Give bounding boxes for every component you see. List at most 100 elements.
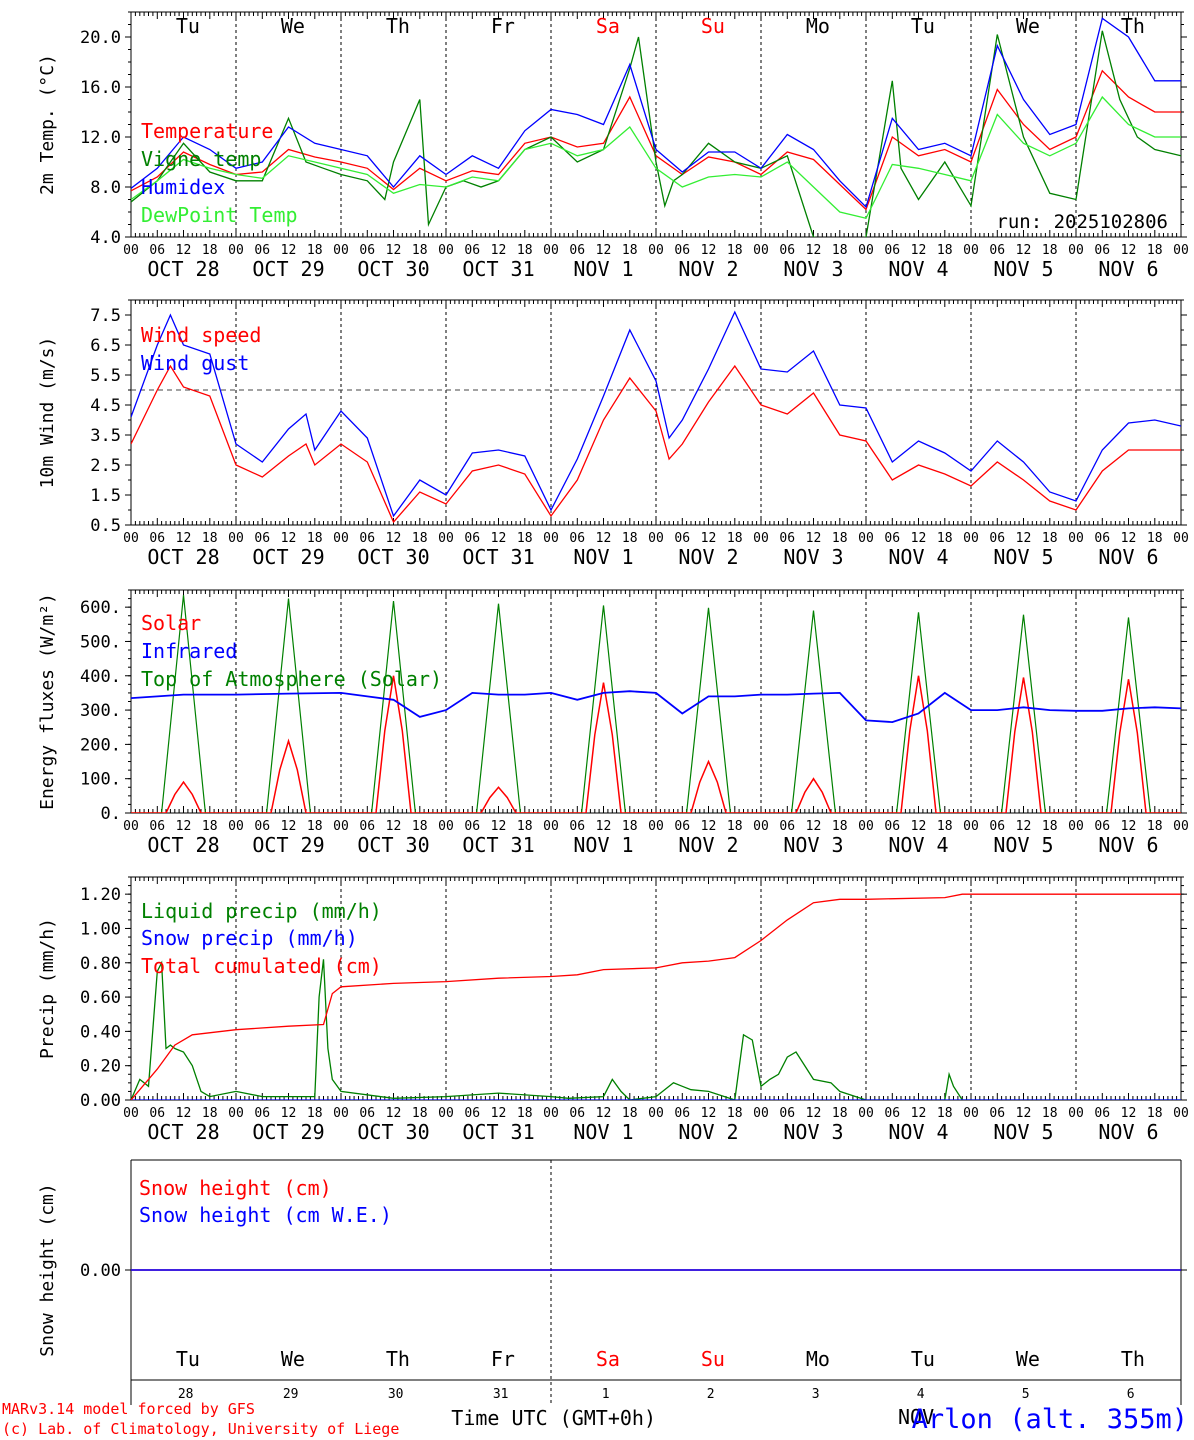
y-axis-label: 10m Wind (m/s) <box>37 337 58 489</box>
y-tick-label: 0.00 <box>80 1261 121 1281</box>
y-tick-label: 2.5 <box>90 456 121 476</box>
hour-tick-label: 12 <box>176 531 192 546</box>
hour-tick-label: 12 <box>596 819 612 834</box>
date-label: NOV 4 <box>888 833 948 857</box>
date-label: OCT 29 <box>252 257 324 281</box>
legend-entry: Infrared <box>141 639 237 663</box>
hour-tick-label: 18 <box>832 531 848 546</box>
hour-tick-label: 12 <box>1016 1106 1032 1121</box>
hour-tick-label: 18 <box>832 243 848 258</box>
panel-wind <box>125 299 1187 526</box>
hour-tick-label: 06 <box>254 243 270 258</box>
date-label: NOV 2 <box>678 833 738 857</box>
hour-tick-label: 06 <box>359 819 375 834</box>
hour-tick-label: 18 <box>412 531 428 546</box>
day-abbrev: Th <box>386 1347 410 1371</box>
time-ticks <box>130 12 1182 237</box>
date-label: NOV 4 <box>888 1120 948 1144</box>
hour-tick-label: 06 <box>149 1106 165 1121</box>
hour-tick-label: 12 <box>491 1106 507 1121</box>
legend-entry: Snow height (cm) <box>139 1176 332 1200</box>
hour-tick-label: 18 <box>727 531 743 546</box>
hour-tick-label: 12 <box>596 531 612 546</box>
day-number: 29 <box>283 1387 299 1402</box>
day-abbrev: Sa <box>596 14 620 38</box>
hour-tick-label: 06 <box>989 243 1005 258</box>
date-label: NOV 2 <box>678 545 738 569</box>
y-tick-label: 1.5 <box>90 486 121 506</box>
hour-tick-label: 00 <box>123 819 139 834</box>
y-tick-label: 20.0 <box>80 28 121 48</box>
day-number: 1 <box>602 1387 610 1402</box>
hour-tick-label: 00 <box>1173 243 1189 258</box>
hour-tick-label: 12 <box>1121 1106 1137 1121</box>
plot-frame <box>130 589 1182 814</box>
y-tick-label: 16.0 <box>80 78 121 98</box>
y-axis-label: 2m Temp. (°C) <box>37 54 58 195</box>
hour-tick-label: 12 <box>701 819 717 834</box>
y-tick-label: 1.20 <box>80 885 121 905</box>
hour-tick-label: 00 <box>753 1106 769 1121</box>
hour-tick-label: 00 <box>963 819 979 834</box>
series-total-cumulated-cm- <box>131 893 1181 1100</box>
hour-tick-label: 18 <box>1042 531 1058 546</box>
hour-tick-label: 06 <box>569 531 585 546</box>
date-label: NOV 6 <box>1098 545 1158 569</box>
y-tick-label: 6.5 <box>90 336 121 356</box>
y-tick-label: 300. <box>80 701 121 721</box>
legend-entry: Liquid precip (mm/h) <box>141 899 382 923</box>
date-label: OCT 28 <box>147 833 219 857</box>
run-label: run: 2025102806 <box>996 211 1168 233</box>
date-label: NOV 6 <box>1098 257 1158 281</box>
time-ticks <box>130 300 1182 525</box>
hour-tick-label: 00 <box>438 1106 454 1121</box>
hour-tick-label: 06 <box>989 531 1005 546</box>
series-top-of-atmosphere <box>131 595 1181 813</box>
legend-entry: Snow precip (mm/h) <box>141 926 358 950</box>
series-wind-gust <box>131 310 1181 518</box>
hour-tick-label: 00 <box>1068 243 1084 258</box>
hour-tick-label: 06 <box>359 243 375 258</box>
hour-tick-label: 00 <box>333 243 349 258</box>
series-liquid-precip-mm-h- <box>131 959 1181 1100</box>
day-abbrev: Tu <box>911 14 935 38</box>
hour-tick-label: 06 <box>254 819 270 834</box>
hour-tick-label: 06 <box>254 1106 270 1121</box>
day-number: 3 <box>812 1387 820 1402</box>
y-tick-label: 0.20 <box>80 1057 121 1077</box>
hour-tick-label: 00 <box>858 243 874 258</box>
day-abbrev: Th <box>1121 1347 1145 1371</box>
day-abbrev: We <box>281 14 305 38</box>
day-number: 2 <box>707 1387 715 1402</box>
date-label: NOV 6 <box>1098 833 1158 857</box>
day-abbrev: Mo <box>806 14 830 38</box>
hour-tick-label: 18 <box>622 243 638 258</box>
hour-tick-label: 00 <box>753 531 769 546</box>
hour-tick-label: 12 <box>1016 819 1032 834</box>
hour-tick-label: 06 <box>989 819 1005 834</box>
copyright: (c) Lab. of Climatology, University of L… <box>2 1420 399 1438</box>
hour-tick-label: 12 <box>806 1106 822 1121</box>
y-tick-label: 0.80 <box>80 954 121 974</box>
hour-tick-label: 18 <box>727 1106 743 1121</box>
hour-tick-label: 06 <box>884 531 900 546</box>
y-tick-label: 4.5 <box>90 396 121 416</box>
hour-tick-label: 18 <box>622 1106 638 1121</box>
hour-tick-label: 18 <box>937 243 953 258</box>
y-tick-label: 1.00 <box>80 919 121 939</box>
panel-energy <box>125 589 1187 814</box>
hour-tick-label: 18 <box>307 243 323 258</box>
hour-tick-label: 18 <box>727 819 743 834</box>
day-number: 5 <box>1022 1387 1030 1402</box>
y-tick-label: 600. <box>80 598 121 618</box>
date-label: NOV 1 <box>573 833 633 857</box>
month-label: NOV <box>898 1405 934 1429</box>
legend-entry: Temperature <box>141 119 273 143</box>
hour-tick-label: 12 <box>281 1106 297 1121</box>
y-tick-label: 0. <box>101 804 121 824</box>
hour-tick-label: 06 <box>464 819 480 834</box>
y-tick-label: 0.5 <box>90 516 121 536</box>
hour-tick-label: 12 <box>701 531 717 546</box>
hour-tick-label: 06 <box>569 243 585 258</box>
hour-tick-label: 00 <box>1068 1106 1084 1121</box>
